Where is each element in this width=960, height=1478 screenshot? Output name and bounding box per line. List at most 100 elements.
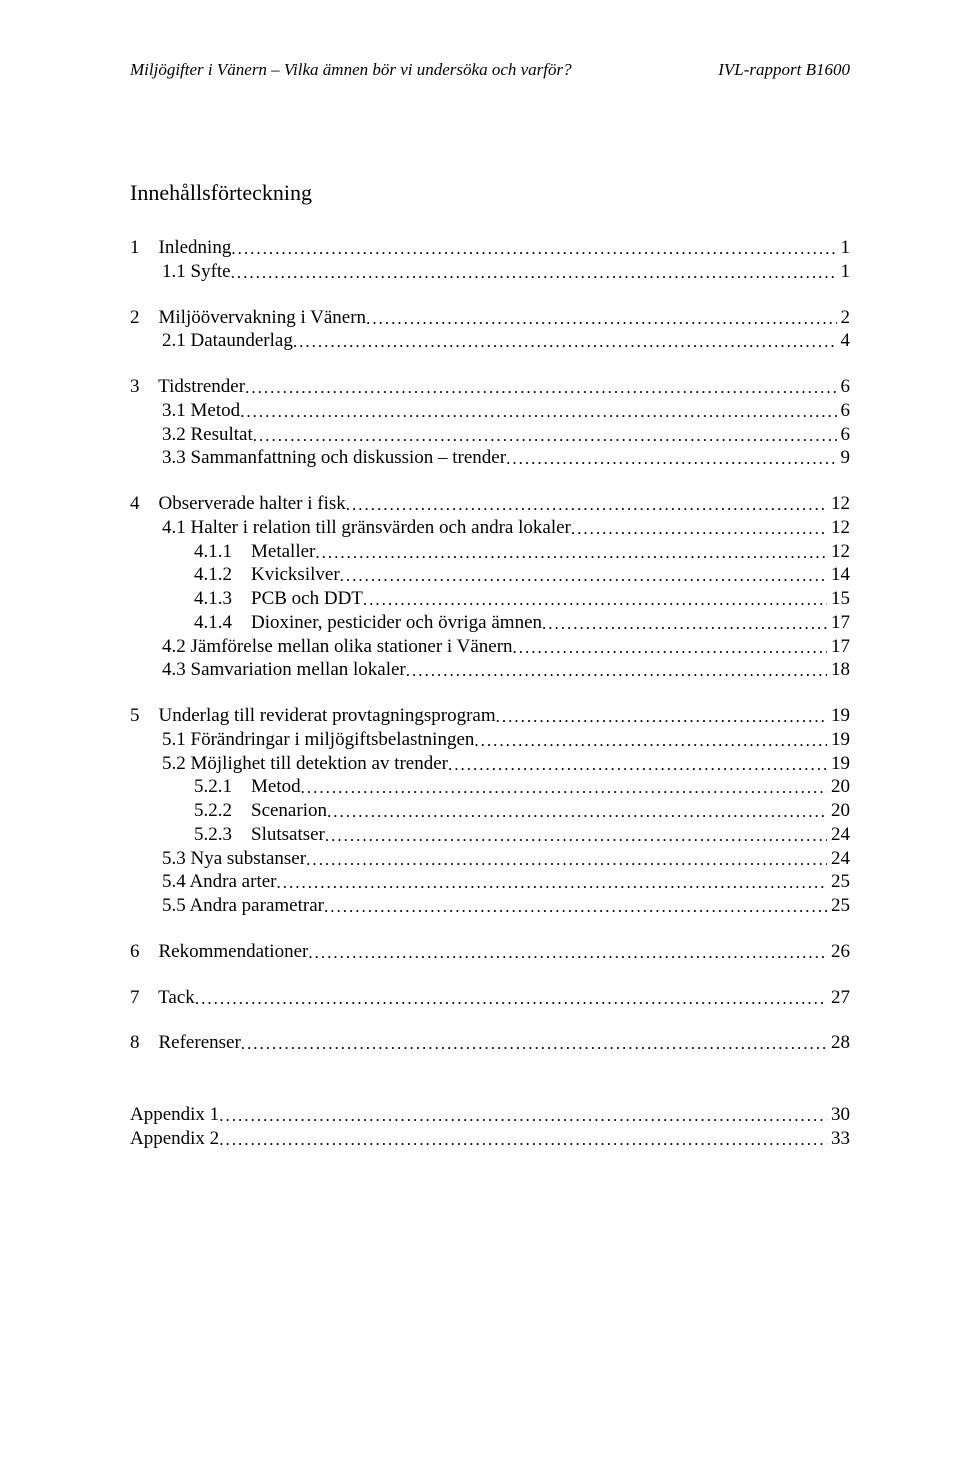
toc-page-number: 1 — [837, 260, 851, 284]
toc-page-number: 25 — [827, 894, 850, 918]
toc-leader-dots — [231, 262, 837, 283]
toc-label: 5.4 Andra arter — [130, 870, 276, 894]
toc-leader-dots — [496, 706, 827, 727]
toc-label: 5.2.1 Metod — [130, 775, 301, 799]
toc-page-number: 30 — [827, 1103, 850, 1127]
toc-page-number: 27 — [827, 986, 850, 1010]
toc-page-number: 6 — [837, 375, 851, 399]
toc-label: 4.1.4 Dioxiner, pesticider och övriga äm… — [130, 611, 542, 635]
toc-entry: 2.1 Dataunderlag 4 — [130, 329, 850, 353]
toc-label: 1.1 Syfte — [130, 260, 231, 284]
toc-page-number: 6 — [837, 423, 851, 447]
toc-label: 2 Miljöövervakning i Vänern — [130, 306, 366, 330]
toc-leader-dots — [474, 730, 827, 751]
toc-label: 2.1 Dataunderlag — [130, 329, 293, 353]
toc-page-number: 28 — [827, 1031, 850, 1055]
page-header: Miljögifter i Vänern – Vilka ämnen bör v… — [130, 60, 850, 80]
toc-entry: 5.2.2 Scenarion 20 — [130, 799, 850, 823]
toc-page-number: 4 — [837, 329, 851, 353]
toc-page-number: 15 — [827, 587, 850, 611]
toc-entry: 4.1 Halter i relation till gränsvärden o… — [130, 516, 850, 540]
toc-page-number: 24 — [827, 823, 850, 847]
toc-page-number: 20 — [827, 799, 850, 823]
toc-entry: 4.1.1 Metaller 12 — [130, 540, 850, 564]
toc-entry: 4 Observerade halter i fisk 12 — [130, 492, 850, 516]
toc-leader-dots — [219, 1105, 827, 1126]
toc-section: 1 Inledning 1 1.1 Syfte 1 — [130, 236, 850, 284]
toc-label: 3 Tidstrender — [130, 375, 245, 399]
toc-leader-dots — [301, 777, 827, 798]
toc-page-number: 17 — [827, 611, 850, 635]
toc-label: 4.3 Samvariation mellan lokaler — [130, 658, 406, 682]
toc-page-number: 14 — [827, 563, 850, 587]
toc-entry: 5.2.3 Slutsatser 24 — [130, 823, 850, 847]
toc-entry: 5.4 Andra arter 25 — [130, 870, 850, 894]
toc-label: 1 Inledning — [130, 236, 231, 260]
toc-page-number: 18 — [827, 658, 850, 682]
toc-leader-dots — [293, 331, 837, 352]
toc-page-number: 19 — [827, 752, 850, 776]
toc-label: 4.1.3 PCB och DDT — [130, 587, 363, 611]
toc-page-number: 12 — [827, 516, 850, 540]
toc-page-number: 25 — [827, 870, 850, 894]
toc-page-number: 26 — [827, 940, 850, 964]
toc-leader-dots — [219, 1129, 827, 1150]
toc-section: 3 Tidstrender 63.1 Metod 63.2 Resultat 6… — [130, 375, 850, 470]
toc-appendix-section: Appendix 1 30Appendix 2 33 — [130, 1103, 850, 1151]
toc-label: 4.2 Jämförelse mellan olika stationer i … — [130, 635, 513, 659]
toc-label: 8 Referenser — [130, 1031, 241, 1055]
toc-leader-dots — [363, 589, 827, 610]
toc-page-number: 24 — [827, 847, 850, 871]
toc-entry: 4.1.4 Dioxiner, pesticider och övriga äm… — [130, 611, 850, 635]
toc-leader-dots — [306, 849, 827, 870]
toc-entry: 3.1 Metod 6 — [130, 399, 850, 423]
toc-leader-dots — [325, 825, 827, 846]
toc-entry: 4.1.2 Kvicksilver 14 — [130, 563, 850, 587]
toc-leader-dots — [366, 308, 836, 329]
toc-label: 5.3 Nya substanser — [130, 847, 306, 871]
toc-label: 4 Observerade halter i fisk — [130, 492, 346, 516]
toc-section: 7 Tack 27 — [130, 986, 850, 1010]
toc-entry: 4.1.3 PCB och DDT 15 — [130, 587, 850, 611]
toc-page-number: 12 — [827, 540, 850, 564]
toc-page-number: 20 — [827, 775, 850, 799]
toc-section: 4 Observerade halter i fisk 124.1 Halter… — [130, 492, 850, 682]
toc-leader-dots — [506, 448, 836, 469]
toc-leader-dots — [340, 565, 827, 586]
toc-leader-dots — [406, 660, 827, 681]
toc-entry: 5.1 Förändringar i miljögiftsbelastninge… — [130, 728, 850, 752]
toc-leader-dots — [346, 494, 827, 515]
toc-section: 5 Underlag till reviderat provtagningspr… — [130, 704, 850, 918]
toc-section: 8 Referenser 28 — [130, 1031, 850, 1055]
toc-entry: 4.2 Jämförelse mellan olika stationer i … — [130, 635, 850, 659]
toc-label: 6 Rekommendationer — [130, 940, 308, 964]
toc-leader-dots — [253, 425, 837, 446]
toc-leader-dots — [241, 1033, 827, 1054]
toc-label: Appendix 2 — [130, 1127, 219, 1151]
toc-label: 7 Tack — [130, 986, 195, 1010]
toc-entry: Appendix 2 33 — [130, 1127, 850, 1151]
toc-page-number: 12 — [827, 492, 850, 516]
toc-label: 5.5 Andra parametrar — [130, 894, 324, 918]
toc-label: 5.2.3 Slutsatser — [130, 823, 325, 847]
toc-page-number: 1 — [837, 236, 851, 260]
toc-entry: 7 Tack 27 — [130, 986, 850, 1010]
toc-leader-dots — [276, 872, 827, 893]
toc-entry: 5.3 Nya substanser 24 — [130, 847, 850, 871]
toc-leader-dots — [315, 542, 827, 563]
toc-leader-dots — [245, 377, 836, 398]
toc-entry: 5.2.1 Metod 20 — [130, 775, 850, 799]
toc-label: 5.1 Förändringar i miljögiftsbelastninge… — [130, 728, 474, 752]
toc-section: 6 Rekommendationer 26 — [130, 940, 850, 964]
toc-leader-dots — [308, 942, 827, 963]
toc-title: Innehållsförteckning — [130, 180, 850, 206]
toc-label: 3.3 Sammanfattning och diskussion – tren… — [130, 446, 506, 470]
toc-label: 3.1 Metod — [130, 399, 240, 423]
toc-leader-dots — [542, 613, 827, 634]
toc-entry: 5.2 Möjlighet till detektion av trender … — [130, 752, 850, 776]
toc-label: 4.1 Halter i relation till gränsvärden o… — [130, 516, 571, 540]
toc-page-number: 17 — [827, 635, 850, 659]
toc-leader-dots — [240, 401, 836, 422]
toc-label: Appendix 1 — [130, 1103, 219, 1127]
toc-page-number: 2 — [837, 306, 851, 330]
